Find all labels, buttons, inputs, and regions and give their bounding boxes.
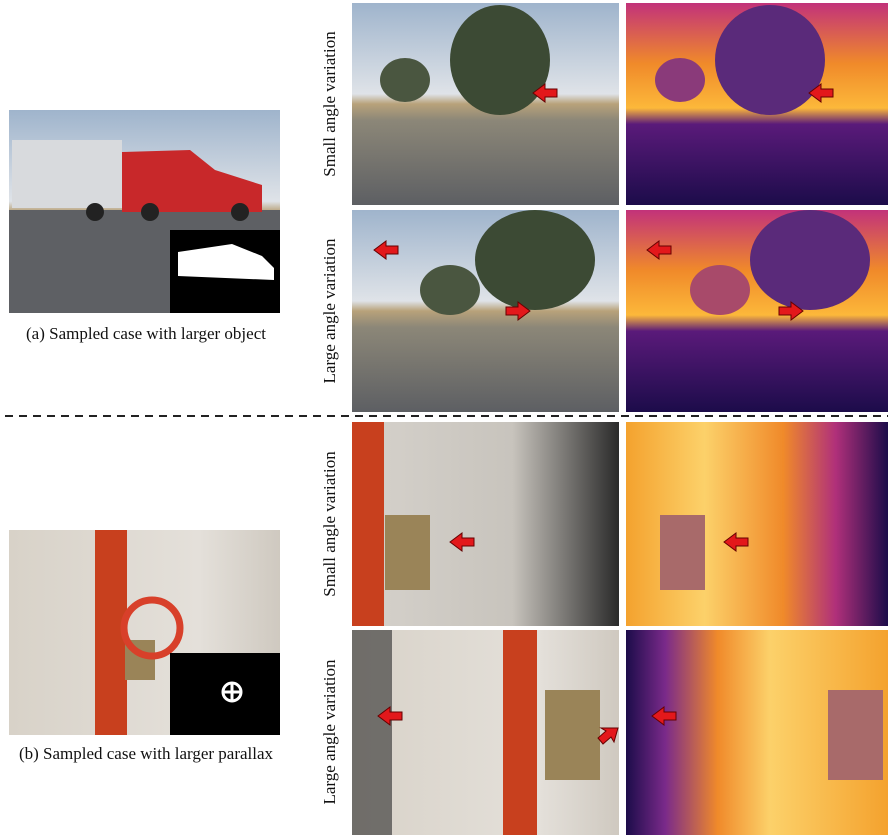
figure: (a) Sampled case with larger object (b) … bbox=[0, 0, 888, 835]
grid-images bbox=[352, 3, 888, 835]
row-label: Small angle variation bbox=[320, 31, 339, 177]
truck-photo bbox=[9, 110, 280, 313]
valve-photo bbox=[9, 530, 280, 735]
row-label: Small angle variation bbox=[320, 451, 339, 597]
row-label: Large angle variation bbox=[320, 659, 339, 805]
caption: (b) Sampled case with larger parallax bbox=[19, 744, 274, 763]
row-label: Large angle variation bbox=[320, 238, 339, 384]
caption: (a) Sampled case with larger object bbox=[26, 324, 266, 343]
